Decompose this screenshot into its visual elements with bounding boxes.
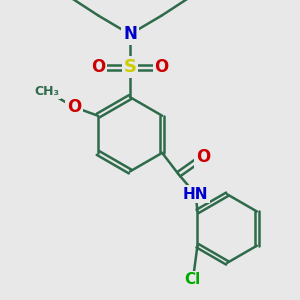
Text: Cl: Cl bbox=[185, 272, 201, 287]
Text: HN: HN bbox=[183, 187, 208, 202]
Text: O: O bbox=[196, 148, 210, 166]
Text: N: N bbox=[123, 25, 137, 43]
Text: CH₃: CH₃ bbox=[34, 85, 60, 98]
Text: O: O bbox=[92, 58, 106, 76]
Text: O: O bbox=[154, 58, 169, 76]
Text: S: S bbox=[124, 58, 136, 76]
Text: O: O bbox=[67, 98, 81, 116]
